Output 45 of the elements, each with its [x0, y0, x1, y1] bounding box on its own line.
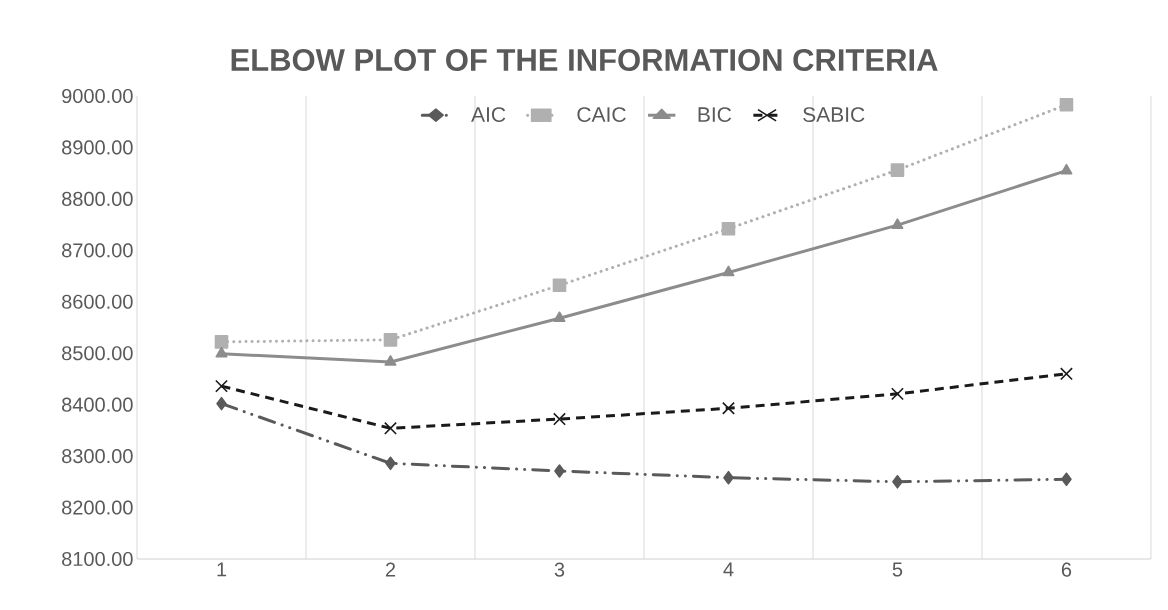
y-tick-label: 8600.00: [62, 294, 133, 309]
y-tick-label: 9000.00: [62, 88, 133, 104]
point: [891, 387, 904, 401]
point: [892, 475, 903, 489]
y-tick-label: 8300.00: [62, 449, 133, 464]
point: [890, 163, 905, 177]
point: [1060, 163, 1073, 175]
point: [721, 221, 736, 236]
x-tick-label: 1: [217, 562, 227, 577]
y-tick-label: 8800.00: [62, 191, 133, 206]
point: [722, 265, 735, 277]
legend-label: AIC: [471, 107, 506, 123]
point: [216, 396, 227, 411]
point: [384, 355, 397, 366]
y-tick-label: 8100.00: [62, 551, 133, 567]
y-tick-label: 8900.00: [62, 140, 133, 155]
x-tick-label: 5: [892, 562, 903, 577]
point: [891, 218, 904, 229]
x-tick-label: 3: [554, 562, 565, 577]
chart-title: ELBOW PLOT OF THE INFORMATION CRITERIA: [231, 49, 938, 71]
y-tick-label: 8400.00: [62, 397, 133, 412]
legend-label: CAIC: [577, 107, 626, 123]
y-tick-label: 8200.00: [62, 500, 133, 515]
y-tick-label: 8500.00: [62, 346, 133, 361]
x-tick-label: 2: [385, 562, 396, 577]
point: [553, 311, 566, 323]
legend-label: BIC: [698, 107, 732, 123]
x-tick-label: 4: [723, 562, 734, 577]
y-tick-label: 8700.00: [62, 243, 133, 258]
point: [722, 401, 735, 415]
point: [214, 335, 229, 349]
point: [553, 412, 566, 426]
point: [215, 346, 228, 358]
point: [723, 470, 734, 485]
point: [215, 379, 228, 393]
legend-label: SABIC: [803, 107, 865, 123]
point: [1059, 97, 1074, 112]
point: [552, 278, 567, 293]
point: [1061, 472, 1072, 487]
point: [554, 464, 565, 478]
point: [1059, 367, 1073, 381]
x-tick-label: 6: [1061, 562, 1072, 577]
point: [385, 456, 396, 471]
point: [384, 421, 397, 435]
point: [383, 333, 398, 347]
